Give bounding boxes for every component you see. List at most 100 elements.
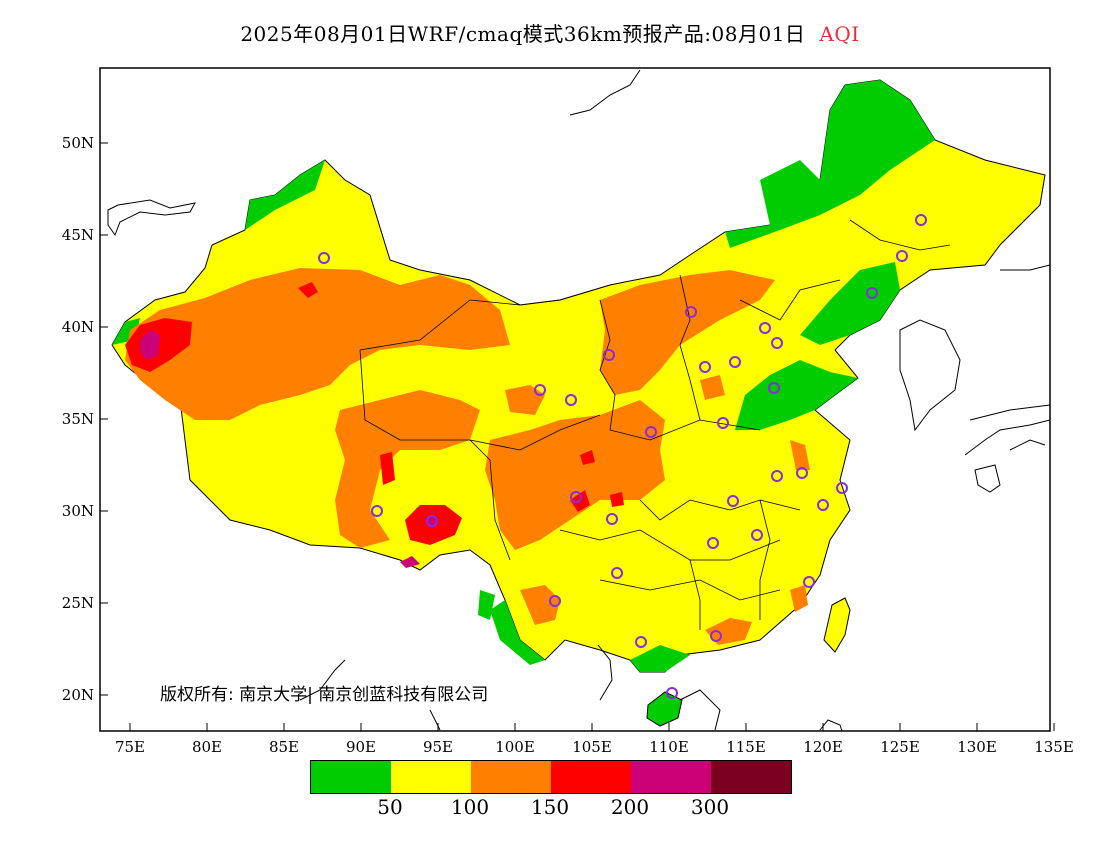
orange-fujian bbox=[790, 585, 808, 612]
x-tick-label: 110E bbox=[649, 738, 689, 756]
aqi-legend bbox=[310, 760, 792, 794]
x-tick-label: 95E bbox=[423, 738, 453, 756]
orange-guangdong bbox=[705, 618, 752, 645]
station-marker bbox=[565, 394, 577, 406]
map-title: 2025年08月01日WRF/cmaq模式36km预报产品:08月01日 AQI bbox=[0, 18, 1100, 47]
y-tick-label: 20N bbox=[62, 686, 94, 704]
legend-swatch bbox=[711, 761, 791, 793]
x-tick-label: 80E bbox=[192, 738, 222, 756]
station-marker bbox=[645, 426, 657, 438]
green-southwest-edge bbox=[478, 590, 495, 620]
orange-loess bbox=[600, 270, 775, 395]
station-marker bbox=[426, 515, 438, 527]
green-bohai bbox=[800, 262, 900, 345]
x-tick-label: 115E bbox=[726, 738, 766, 756]
red-xinjiang-spot bbox=[298, 282, 318, 298]
station-marker bbox=[771, 470, 783, 482]
y-tick-label: 50N bbox=[62, 134, 94, 152]
map-frame bbox=[99, 67, 1051, 732]
station-marker bbox=[534, 384, 546, 396]
x-tick-label: 125E bbox=[880, 738, 920, 756]
y-tick-label: 35N bbox=[62, 410, 94, 428]
red-tibet-north bbox=[380, 452, 395, 485]
legend-swatch bbox=[471, 761, 551, 793]
station-marker bbox=[549, 595, 561, 607]
x-axis: 75E 80E 85E 90E 95E 100E 105E 110E 115E 120E 125E 1… bbox=[115, 723, 1074, 756]
station-marker bbox=[771, 337, 783, 349]
station-marker bbox=[817, 499, 829, 511]
station-marker bbox=[751, 529, 763, 541]
green-altai bbox=[245, 160, 325, 230]
station-marker bbox=[727, 495, 739, 507]
station-markers bbox=[318, 214, 927, 699]
orange-yunnan-south bbox=[520, 585, 560, 625]
x-tick-label: 75E bbox=[115, 738, 145, 756]
orange-xinjiang bbox=[125, 268, 510, 420]
province-boundaries bbox=[359, 219, 951, 630]
station-marker bbox=[685, 306, 697, 318]
legend-labels: 50 100 150 200 300 bbox=[0, 795, 1100, 819]
legend-label: 100 bbox=[450, 795, 490, 819]
y-tick-label: 45N bbox=[62, 226, 94, 244]
station-marker bbox=[803, 576, 815, 588]
title-text: 2025年08月01日WRF/cmaq模式36km预报产品:08月01日 bbox=[240, 22, 806, 46]
station-marker bbox=[915, 214, 927, 226]
station-marker bbox=[371, 505, 383, 517]
x-tick-label: 120E bbox=[803, 738, 843, 756]
neighbor-coastlines bbox=[107, 69, 1050, 731]
orange-jiangsu bbox=[790, 440, 810, 470]
station-marker bbox=[896, 250, 908, 262]
y-axis: 50N 45N 40N 35N 30N 25N 20N bbox=[62, 134, 108, 704]
red-chongqing-spot bbox=[610, 492, 624, 507]
green-northeast bbox=[725, 80, 935, 248]
x-tick-label: 100E bbox=[495, 738, 535, 756]
station-marker bbox=[635, 636, 647, 648]
purple-nepal-edge bbox=[400, 556, 420, 568]
purple-kashgar-core bbox=[140, 330, 160, 360]
station-marker bbox=[796, 467, 808, 479]
station-marker bbox=[836, 482, 848, 494]
orange-sichuan bbox=[485, 400, 665, 550]
green-guangxi-coast bbox=[630, 645, 690, 672]
x-tick-label: 135E bbox=[1034, 738, 1074, 756]
orange-qinghai-tibet bbox=[335, 390, 480, 548]
station-marker bbox=[866, 287, 878, 299]
station-marker bbox=[710, 630, 722, 642]
station-marker bbox=[611, 567, 623, 579]
legend-swatch bbox=[391, 761, 471, 793]
copyright-text: 版权所有: 南京大学| 南京创蓝科技有限公司 bbox=[160, 685, 489, 705]
legend-swatch bbox=[311, 761, 391, 793]
station-marker bbox=[768, 382, 780, 394]
x-tick-label: 105E bbox=[572, 738, 612, 756]
orange-hebei bbox=[700, 375, 725, 400]
station-marker bbox=[699, 361, 711, 373]
title-variable: AQI bbox=[819, 22, 860, 46]
station-marker bbox=[717, 417, 729, 429]
station-marker bbox=[666, 687, 678, 699]
taiwan-island bbox=[823, 597, 851, 653]
y-tick-label: 30N bbox=[62, 502, 94, 520]
y-tick-label: 40N bbox=[62, 318, 94, 336]
legend-swatch bbox=[551, 761, 631, 793]
station-marker bbox=[603, 349, 615, 361]
green-shandong bbox=[735, 360, 858, 430]
green-yunnan bbox=[490, 600, 545, 665]
legend-swatch bbox=[631, 761, 711, 793]
legend-label: 50 bbox=[377, 795, 403, 819]
station-marker bbox=[759, 322, 771, 334]
station-marker bbox=[570, 491, 582, 503]
station-marker bbox=[606, 513, 618, 525]
legend-label: 150 bbox=[530, 795, 570, 819]
x-tick-label: 90E bbox=[346, 738, 376, 756]
red-shaanxi-spot bbox=[580, 450, 595, 465]
station-marker bbox=[729, 356, 741, 368]
station-marker bbox=[318, 252, 330, 264]
station-marker bbox=[707, 537, 719, 549]
green-hainan bbox=[646, 691, 683, 727]
legend-label: 200 bbox=[610, 795, 650, 819]
y-tick-label: 25N bbox=[62, 594, 94, 612]
x-tick-label: 85E bbox=[269, 738, 299, 756]
x-tick-label: 130E bbox=[957, 738, 997, 756]
legend-label: 300 bbox=[690, 795, 730, 819]
